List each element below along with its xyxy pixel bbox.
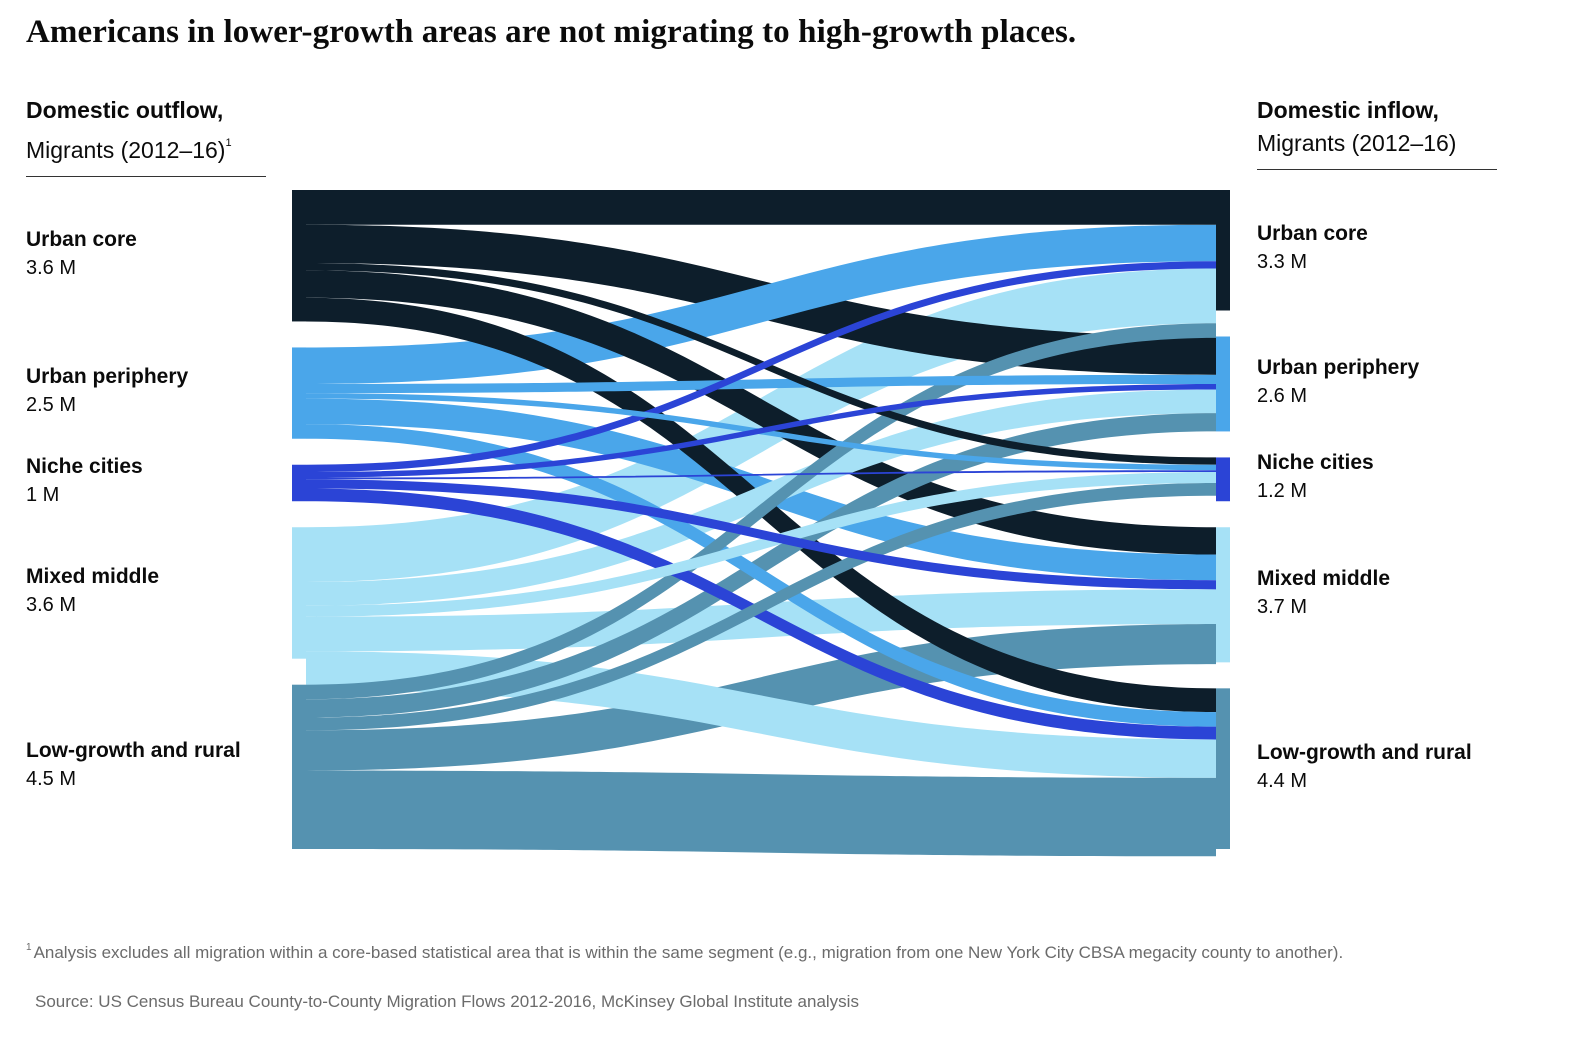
inflow-label-urban-periphery: Urban periphery 2.6 M	[1257, 354, 1517, 410]
outflow-title: Domestic outflow,	[26, 97, 224, 123]
outflow-label-urban-core: Urban core 3.6 M	[26, 226, 286, 282]
flow-urban-periphery-to-low-growth-rural	[306, 424, 1216, 727]
outflow-name-mixed-middle: Mixed middle	[26, 564, 160, 588]
inflow-name-low-growth-rural: Low-growth and rural	[1257, 740, 1472, 764]
inflow-name-niche-cities: Niche cities	[1257, 451, 1374, 475]
outflow-bar-urban-periphery	[292, 347, 306, 439]
flow-niche-cities-to-urban-periphery	[306, 383, 1216, 478]
flow-links	[306, 190, 1216, 857]
flow-urban-core-to-urban-core	[306, 190, 1216, 225]
footnote-text: Analysis excludes all migration within a…	[33, 943, 1344, 962]
flow-low-growth-rural-to-niche-cities	[306, 482, 1216, 731]
inflow-name-mixed-middle: Mixed middle	[1257, 566, 1391, 590]
inflow-title: Domestic inflow,	[1257, 97, 1439, 123]
flow-mixed-middle-to-niche-cities	[306, 472, 1216, 617]
outflow-bar-urban-core	[292, 190, 306, 322]
outflow-bar-niche-cities	[292, 464, 306, 502]
outflow-name-low-growth-rural: Low-growth and rural	[26, 738, 241, 762]
flow-niche-cities-to-mixed-middle	[306, 479, 1216, 590]
chart-title: Americans in lower-growth areas are not …	[26, 14, 1077, 50]
inflow-header: Domestic inflow, Migrants (2012–16)	[1257, 95, 1497, 170]
outflow-subtitle-text: Migrants (2012–16)	[26, 137, 226, 163]
flow-niche-cities-to-low-growth-rural	[306, 488, 1216, 740]
outflow-bar-low-growth-rural	[292, 684, 306, 849]
inflow-value-mixed-middle: 3.7 M	[1257, 595, 1308, 618]
inflow-name-urban-periphery: Urban periphery	[1257, 355, 1420, 379]
flow-niche-cities-to-niche-cities	[306, 470, 1216, 480]
inflow-name-urban-core: Urban core	[1257, 222, 1368, 246]
outflow-subtitle: Migrants (2012–16)1	[26, 125, 266, 168]
outflow-bar-mixed-middle	[292, 527, 306, 659]
outflow-label-mixed-middle: Mixed middle 3.6 M	[26, 563, 286, 619]
outflow-name-niche-cities: Niche cities	[26, 454, 143, 478]
outflow-footnote-mark: 1	[225, 137, 232, 149]
inflow-label-low-growth-rural: Low-growth and rural 4.4 M	[1257, 739, 1517, 795]
outflow-label-low-growth-rural: Low-growth and rural 4.5 M	[26, 737, 286, 793]
flow-low-growth-rural-to-low-growth-rural	[306, 770, 1216, 857]
outflow-label-urban-periphery: Urban periphery 2.5 M	[26, 363, 286, 419]
outflow-name-urban-periphery: Urban periphery	[26, 365, 189, 389]
inflow-value-low-growth-rural: 4.4 M	[1257, 769, 1308, 792]
flow-low-growth-rural-to-urban-core	[306, 323, 1216, 700]
flow-mixed-middle-to-mixed-middle	[306, 589, 1216, 652]
flow-urban-periphery-to-urban-periphery	[306, 374, 1216, 394]
inflow-bar-niche-cities	[1216, 457, 1230, 502]
outflow-value-urban-core: 3.6 M	[26, 256, 77, 279]
outflow-value-low-growth-rural: 4.5 M	[26, 767, 77, 790]
inflow-value-urban-periphery: 2.6 M	[1257, 384, 1308, 407]
outflow-name-urban-core: Urban core	[26, 227, 137, 251]
inflow-value-urban-core: 3.3 M	[1257, 251, 1308, 274]
inflow-bar-mixed-middle	[1216, 527, 1230, 663]
inflow-label-urban-core: Urban core 3.3 M	[1257, 220, 1517, 276]
outflow-value-mixed-middle: 3.6 M	[26, 593, 77, 616]
flow-urban-core-to-mixed-middle	[306, 270, 1216, 555]
outflow-header: Domestic outflow, Migrants (2012–16)1	[26, 95, 266, 177]
flow-mixed-middle-to-urban-periphery	[306, 389, 1216, 606]
inflow-value-niche-cities: 1.2 M	[1257, 480, 1308, 503]
footnote: 1 Analysis excludes all migration within …	[26, 936, 1346, 965]
footnote-mark: 1	[26, 942, 32, 953]
outflow-label-niche-cities: Niche cities 1 M	[26, 453, 286, 509]
inflow-label-niche-cities: Niche cities 1.2 M	[1257, 449, 1517, 505]
inflow-label-mixed-middle: Mixed middle 3.7 M	[1257, 565, 1517, 621]
flow-low-growth-rural-to-urban-periphery	[306, 413, 1216, 718]
source-note: Source: US Census Bureau County-to-Count…	[35, 992, 859, 1011]
outflow-value-niche-cities: 1 M	[26, 483, 60, 506]
outflow-value-urban-periphery: 2.5 M	[26, 394, 77, 417]
inflow-bar-low-growth-rural	[1216, 688, 1230, 849]
flow-niche-cities-to-urban-core	[306, 261, 1216, 473]
inflow-bar-urban-periphery	[1216, 336, 1230, 432]
inflow-subtitle: Migrants (2012–16)	[1257, 130, 1457, 156]
inflow-bar-urban-core	[1216, 190, 1230, 311]
